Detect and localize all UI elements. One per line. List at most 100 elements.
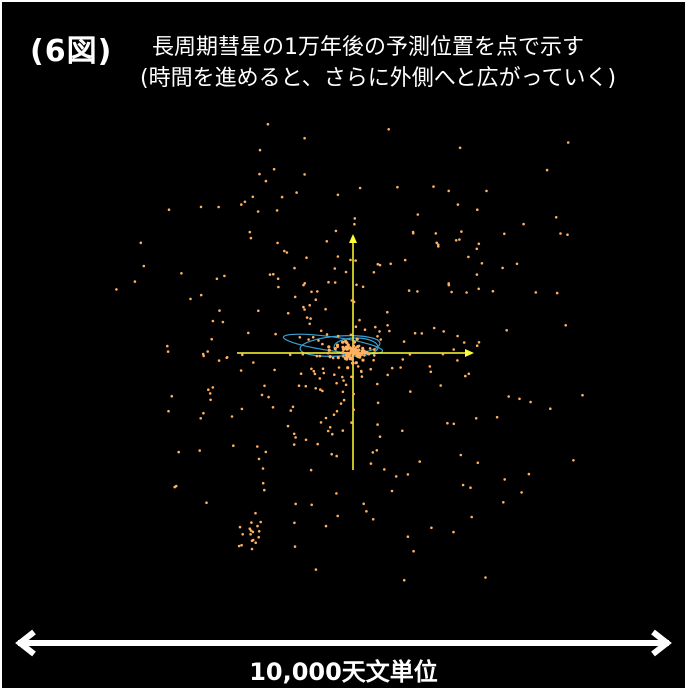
comet-point [205,501,208,505]
comet-point [462,341,466,344]
comet-point [477,341,481,344]
comet-point [142,264,146,268]
comet-point [454,239,458,242]
comet-point [198,449,201,452]
comet-point [341,340,345,344]
comet-point [564,324,567,327]
comet-point [369,367,373,371]
comet-point [447,282,451,285]
comet-point [315,354,319,358]
comet-point [248,527,252,530]
comet-point [268,273,272,276]
comet-point [520,491,523,494]
comet-point [199,205,203,209]
comet-point [302,305,305,309]
comet-point [351,361,355,365]
comet-point [295,191,298,194]
comet-point [420,332,424,335]
comet-point [319,388,322,391]
comet-point [357,355,360,359]
comet-point [299,372,303,376]
comet-point [115,288,118,291]
comet-point [335,409,339,413]
comet-point [368,347,372,350]
comet-point [247,331,250,335]
comet-point [345,355,349,359]
figure-label: (6図) [30,34,113,69]
comet-point [344,345,349,349]
comet-point [261,481,265,485]
comet-point [243,200,247,204]
comet-point [319,421,323,424]
comet-point [342,355,345,358]
comet-point [352,340,356,344]
comet-point [369,462,373,465]
comet-point [339,402,343,405]
comet-point [372,271,376,274]
comet-point [254,511,257,515]
comet-point [292,443,296,446]
comet-point [501,266,504,270]
comet-point [353,217,357,220]
comet-point [321,342,324,346]
comet-point [336,356,340,360]
comet-point [376,262,380,266]
comet-point [429,370,433,374]
comet-point [572,459,575,462]
comet-point [325,333,329,336]
comet-point [289,409,293,412]
comet-point [274,332,277,336]
comet-point [402,340,406,343]
comet-point [217,359,221,362]
comet-point [456,334,459,338]
comet-point [437,245,440,248]
comet-point [211,319,215,323]
comet-point [344,339,348,343]
comet-point [239,369,243,372]
figure-title-line1: 長周期彗星の1万年後の予測位置を点で示す [152,35,584,60]
comet-point [371,518,375,521]
comet-point [360,375,364,378]
comet-point [375,449,379,452]
comet-point [314,298,318,302]
comet-point [312,369,316,373]
comet-point [354,259,357,262]
comet-point [211,386,215,389]
comet-point [301,352,305,356]
comet-point [386,373,390,377]
comet-point [167,409,170,413]
comet-point [263,384,266,388]
comet-point [389,262,393,266]
comet-point [354,361,358,365]
comet-point [378,435,382,439]
comet-point [251,195,255,199]
comet-point [292,432,296,436]
comet-point [335,492,338,495]
comet-point [346,343,350,347]
comet-point [255,445,259,448]
comet-point [352,351,356,355]
comet-point [352,348,356,352]
comet-point [261,467,265,470]
comet-point [167,208,171,211]
comet-point [189,297,192,301]
comet-point [321,389,324,393]
comet-point [310,290,313,294]
comet-point [225,356,228,360]
comet-point [336,255,340,258]
comet-point [374,325,377,329]
comet-point [280,195,284,199]
comet-point [199,293,203,297]
comet-point [250,539,254,542]
comet-point [240,543,243,547]
comet-point [305,316,309,319]
comet-point [251,530,255,534]
comet-point [554,216,558,219]
comet-point [356,365,360,368]
comet-point [432,326,436,330]
comet-point [361,285,365,289]
comet-point [328,426,332,429]
comet-point [277,285,280,289]
comet-point [304,438,308,442]
